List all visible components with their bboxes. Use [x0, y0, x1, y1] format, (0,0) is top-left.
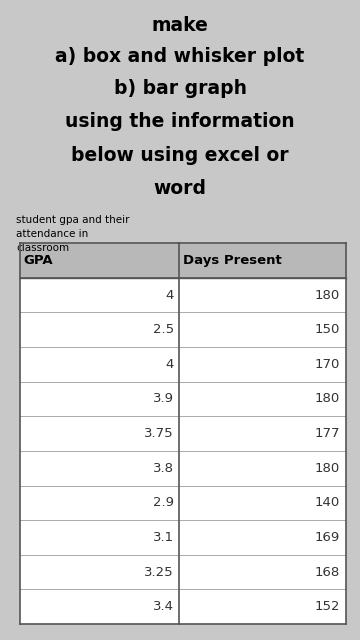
Text: 180: 180 [315, 461, 340, 475]
Text: 150: 150 [315, 323, 340, 336]
Text: using the information: using the information [65, 112, 295, 131]
Text: Days Present: Days Present [183, 254, 282, 267]
Text: 180: 180 [315, 392, 340, 406]
Text: GPA: GPA [23, 254, 53, 267]
Text: 2.5: 2.5 [153, 323, 174, 336]
Text: 3.75: 3.75 [144, 427, 174, 440]
Text: 170: 170 [315, 358, 340, 371]
Text: a) box and whisker plot: a) box and whisker plot [55, 47, 305, 66]
Text: 168: 168 [315, 566, 340, 579]
Text: 140: 140 [315, 497, 340, 509]
Text: 152: 152 [315, 600, 340, 613]
Text: 3.9: 3.9 [153, 392, 174, 406]
Text: 169: 169 [315, 531, 340, 544]
Text: student gpa and their: student gpa and their [16, 215, 130, 225]
Text: 3.8: 3.8 [153, 461, 174, 475]
Text: 3.4: 3.4 [153, 600, 174, 613]
Text: 177: 177 [315, 427, 340, 440]
Text: classroom: classroom [16, 243, 69, 253]
Text: 180: 180 [315, 289, 340, 301]
Text: 3.25: 3.25 [144, 566, 174, 579]
Text: make: make [152, 16, 208, 35]
Text: attendance in: attendance in [16, 229, 89, 239]
Text: 3.1: 3.1 [153, 531, 174, 544]
Bar [20, 243, 346, 278]
Text: below using excel or: below using excel or [71, 146, 289, 165]
Text: 2.9: 2.9 [153, 497, 174, 509]
Text: word: word [153, 179, 207, 198]
Bar [20, 243, 346, 624]
Text: 4: 4 [166, 358, 174, 371]
Text: b) bar graph: b) bar graph [113, 79, 247, 98]
Text: 4: 4 [166, 289, 174, 301]
